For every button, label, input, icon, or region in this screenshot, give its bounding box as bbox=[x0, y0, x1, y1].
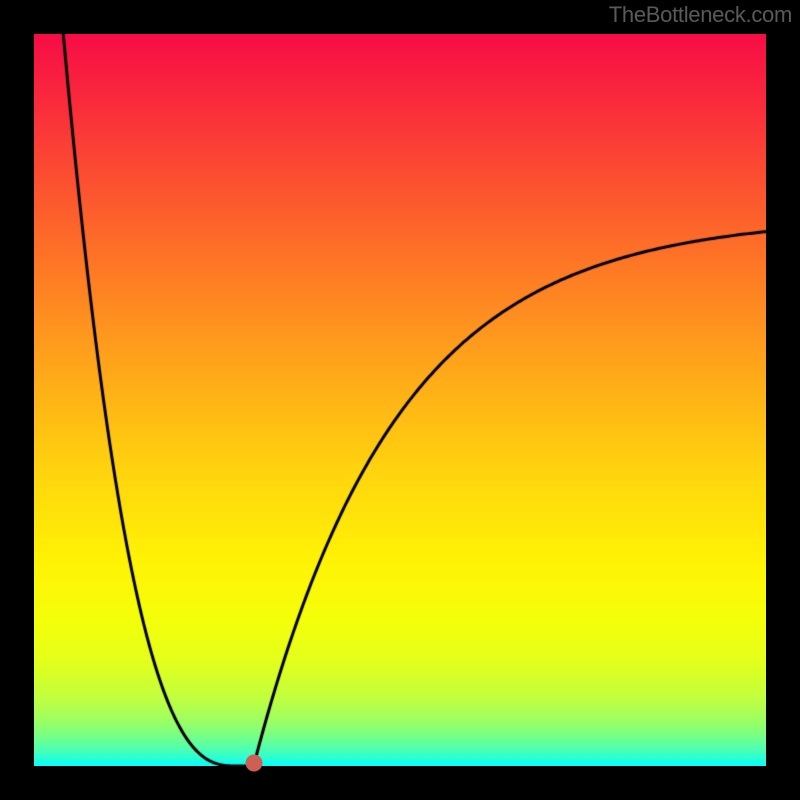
bottleneck-chart-canvas bbox=[34, 34, 766, 766]
attribution-text: TheBottleneck.com bbox=[609, 2, 792, 28]
plot-area bbox=[34, 34, 766, 766]
bottleneck-point-marker bbox=[245, 755, 262, 772]
